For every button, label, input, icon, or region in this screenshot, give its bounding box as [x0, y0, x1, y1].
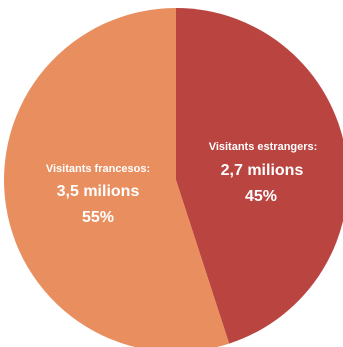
pie-slices: [4, 8, 343, 347]
slice-label-french: Visitants francesos:: [46, 163, 150, 175]
slice-label-foreign: Visitants estrangers:: [209, 141, 318, 153]
slice-percent-foreign: 45%: [245, 188, 277, 205]
slice-percent-french: 55%: [82, 209, 114, 226]
slice-label-group-french: Visitants francesos: 3,5 milions 55%: [46, 163, 150, 226]
slice-value-foreign: 2,7 milions: [221, 162, 304, 179]
slice-value-french: 3,5 milions: [57, 183, 140, 200]
pie-slice-french: [4, 8, 230, 347]
slice-label-group-foreign: Visitants estrangers: 2,7 milions 45%: [209, 141, 318, 205]
pie-slice-foreign: [176, 8, 343, 344]
